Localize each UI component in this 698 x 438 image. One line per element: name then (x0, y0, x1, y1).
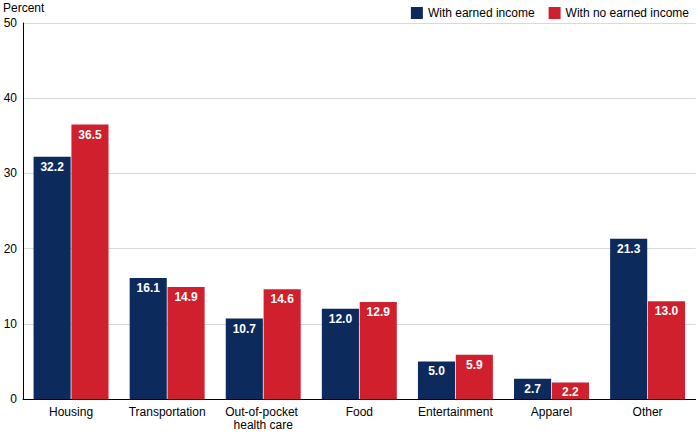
svg-text:20: 20 (4, 242, 18, 256)
svg-text:Transportation: Transportation (129, 405, 206, 419)
svg-text:16.1: 16.1 (137, 281, 161, 295)
svg-text:Out-of-pocket: Out-of-pocket (225, 405, 301, 419)
svg-text:Food: Food (346, 405, 373, 419)
svg-text:With earned income: With earned income (428, 6, 535, 20)
svg-text:5.9: 5.9 (466, 358, 483, 372)
svg-text:30: 30 (4, 166, 18, 180)
svg-text:0: 0 (10, 392, 17, 406)
svg-text:5.0: 5.0 (428, 364, 445, 378)
svg-text:32.2: 32.2 (40, 160, 64, 174)
svg-text:12.0: 12.0 (329, 312, 353, 326)
svg-text:Apparel: Apparel (531, 405, 572, 419)
svg-text:Housing: Housing (49, 405, 93, 419)
svg-text:14.9: 14.9 (174, 290, 198, 304)
svg-text:10.7: 10.7 (233, 322, 257, 336)
svg-text:14.6: 14.6 (270, 292, 294, 306)
svg-text:2.7: 2.7 (524, 382, 541, 396)
svg-text:Entertainment: Entertainment (418, 405, 493, 419)
svg-text:13.0: 13.0 (655, 304, 679, 318)
svg-text:Percent: Percent (3, 1, 45, 15)
svg-text:2.2: 2.2 (562, 385, 579, 399)
svg-text:12.9: 12.9 (367, 305, 391, 319)
svg-text:40: 40 (4, 91, 18, 105)
svg-text:50: 50 (4, 16, 18, 30)
svg-text:With no earned income: With no earned income (566, 6, 690, 20)
svg-text:health care: health care (234, 418, 294, 432)
svg-text:Other: Other (633, 405, 663, 419)
svg-text:36.5: 36.5 (78, 128, 102, 142)
svg-text:21.3: 21.3 (617, 242, 641, 256)
svg-text:10: 10 (4, 317, 18, 331)
